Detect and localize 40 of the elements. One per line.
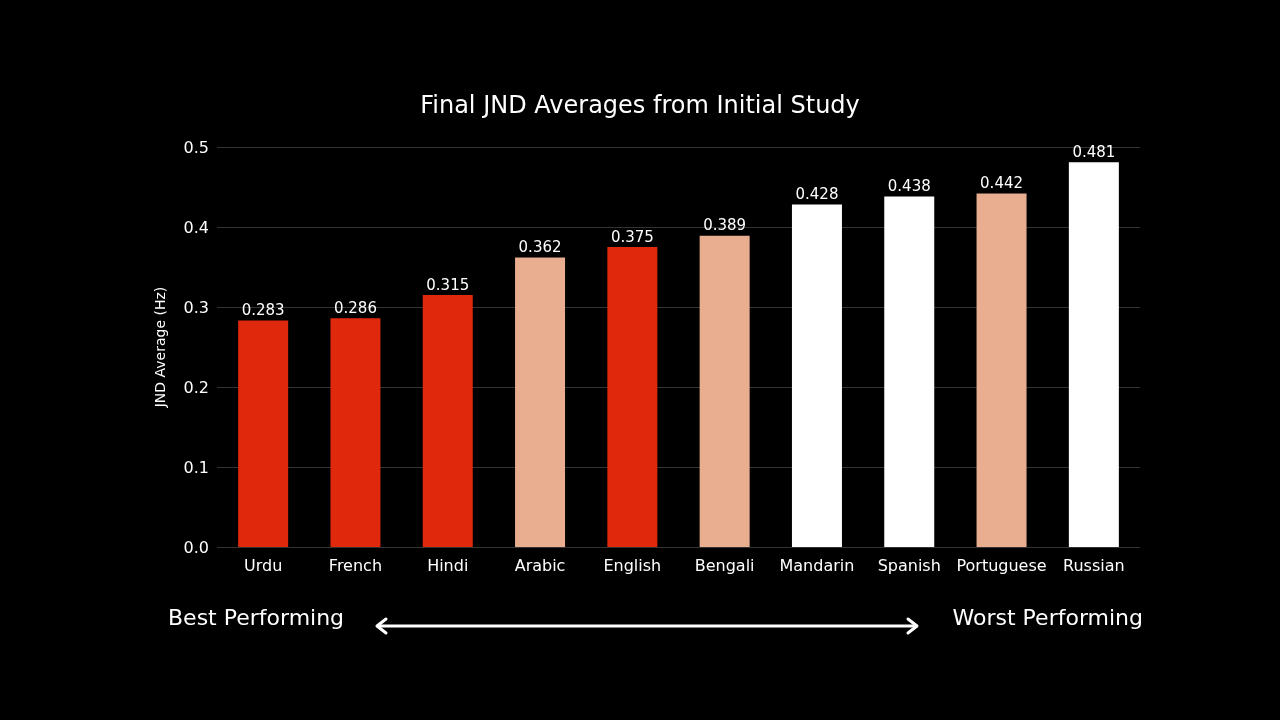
y-tick-label: 0.0: [183, 537, 209, 557]
y-axis-title: JND Average (Hz): [152, 286, 168, 409]
bar: [515, 257, 566, 547]
x-tick-label: Russian: [1063, 555, 1125, 575]
chart-title: Final JND Averages from Initial Study: [420, 91, 860, 119]
data-label: 0.438: [887, 177, 931, 196]
bar: [1068, 162, 1119, 547]
x-tick-label: Bengali: [694, 555, 755, 575]
bar: [238, 320, 289, 547]
bar: [422, 295, 473, 547]
data-label: 0.442: [980, 173, 1024, 192]
data-label: 0.389: [703, 216, 747, 235]
x-tick-label: Mandarin: [779, 555, 855, 575]
data-label: 0.375: [610, 227, 654, 246]
x-tick-label: Spanish: [877, 555, 941, 575]
bar: [330, 318, 381, 547]
x-tick-label: Urdu: [243, 555, 283, 575]
x-tick-label: Arabic: [514, 555, 566, 575]
x-tick-label: Portuguese: [956, 555, 1047, 575]
data-label: 0.428: [795, 185, 839, 204]
y-tick-label: 0.2: [183, 377, 209, 397]
data-label: 0.283: [241, 301, 285, 320]
bar: [699, 235, 750, 547]
data-label: 0.481: [1072, 142, 1116, 161]
bar: [791, 204, 842, 547]
data-label: 0.286: [333, 298, 377, 317]
text: Worst Performing: [952, 604, 1144, 630]
y-tick-label: 0.1: [183, 457, 209, 477]
y-tick-label: 0.5: [183, 137, 209, 157]
bar: [607, 247, 658, 547]
bar: [884, 196, 935, 547]
x-tick-label: French: [328, 555, 383, 575]
x-tick-label: Hindi: [427, 555, 469, 575]
bar: [976, 193, 1027, 547]
y-tick-label: 0.3: [183, 297, 209, 317]
data-label: 0.362: [518, 237, 562, 256]
y-tick-label: 0.4: [183, 217, 209, 237]
data-label: 0.315: [426, 275, 470, 294]
x-tick-label: English: [603, 555, 662, 575]
text: Best Performing: [168, 604, 345, 630]
